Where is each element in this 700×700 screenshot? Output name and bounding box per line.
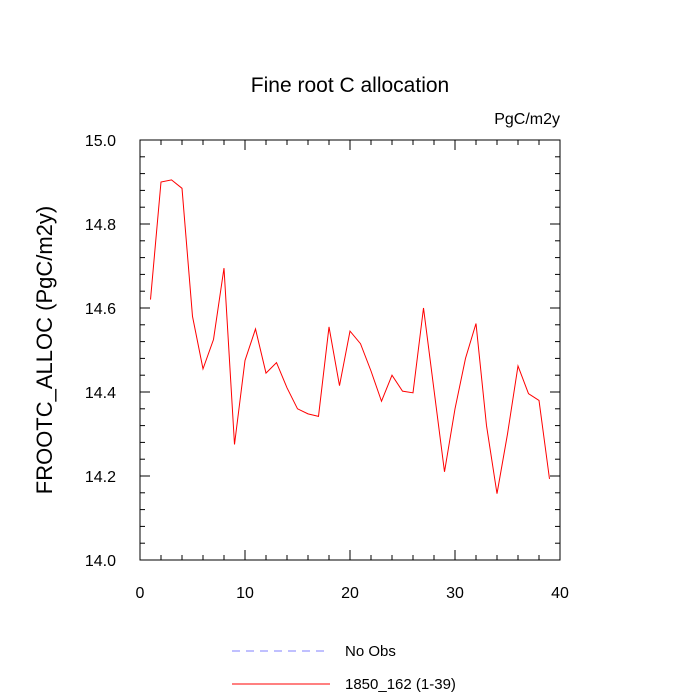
- y-tick-label: 15.0: [85, 133, 116, 150]
- legend-label: 1850_162 (1-39): [345, 676, 456, 693]
- y-tick-label: 14.8: [85, 217, 116, 234]
- series-line: [150, 179, 550, 494]
- x-tick-label: 30: [446, 585, 464, 602]
- axis-ticks: [139, 139, 561, 561]
- legend-label: No Obs: [345, 643, 396, 660]
- x-tick-label: 20: [341, 585, 359, 602]
- x-tick-label: 40: [551, 585, 569, 602]
- series-layer: [150, 179, 550, 494]
- y-tick-label: 14.4: [85, 385, 116, 402]
- units-label: PgC/m2y: [494, 111, 560, 128]
- legend: No Obs 1850_162 (1-39): [232, 643, 456, 693]
- y-tick-label: 14.6: [85, 301, 116, 318]
- x-tick-label: 0: [136, 585, 145, 602]
- chart-title: Fine root C allocation: [251, 74, 449, 97]
- y-tick-label: 14.0: [85, 553, 116, 570]
- y-tick-label: 14.2: [85, 469, 116, 486]
- axis-tick-labels: 0 10 20 30 40 14.0 14.2 14.4 14.6 14.8 15.0: [85, 133, 569, 602]
- x-tick-label: 10: [236, 585, 254, 602]
- y-axis-label: FROOTC_ALLOC (PgC/m2y): [32, 206, 57, 495]
